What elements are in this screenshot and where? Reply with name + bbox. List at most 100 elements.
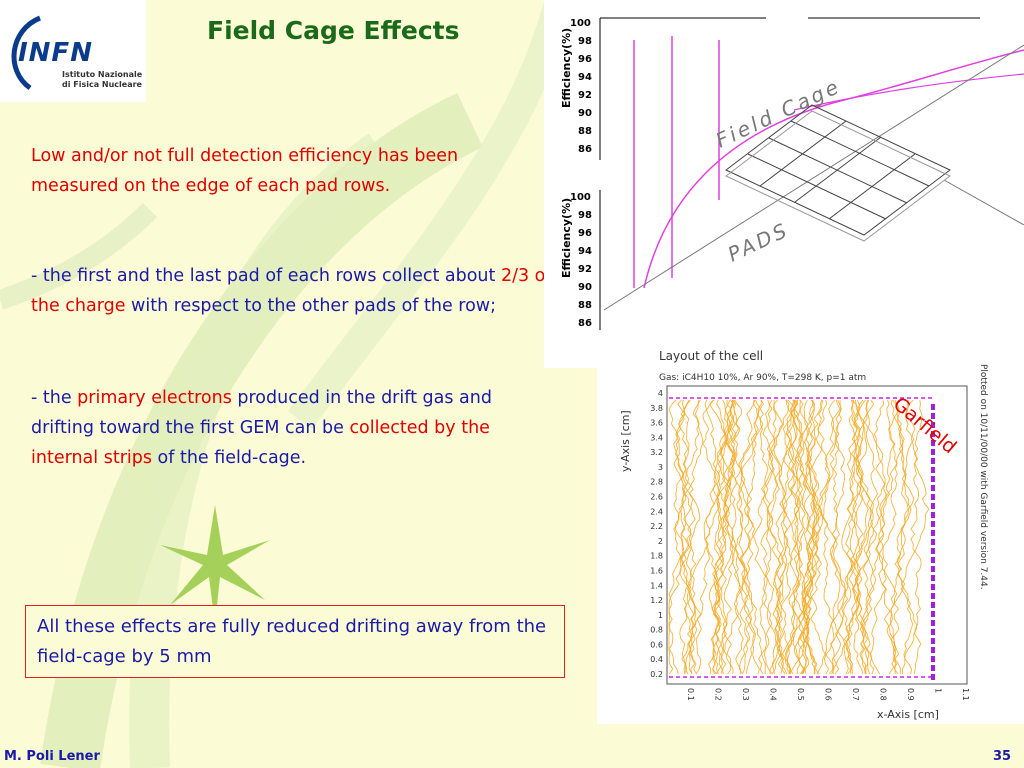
- p3-a: - the: [31, 388, 78, 408]
- tick: 90: [578, 108, 592, 119]
- paragraph-1-text: Low and/or not full detection efficiency…: [31, 146, 459, 196]
- drift-line: [910, 399, 923, 675]
- ytick-label: 3.8: [650, 404, 663, 413]
- strip: [931, 467, 935, 473]
- drift-line: [824, 400, 846, 675]
- tick: 100: [570, 192, 591, 203]
- xtick-label: 1: [934, 688, 943, 693]
- strip: [931, 431, 935, 437]
- eff-ylabel-1: Efficiency(%): [560, 28, 573, 108]
- tick: 90: [578, 282, 592, 293]
- tick: 88: [578, 300, 592, 311]
- ytick-label: 3.6: [650, 419, 663, 428]
- drift-line: [789, 399, 815, 675]
- ytick-label: 3: [658, 463, 663, 472]
- drift-line: [683, 399, 717, 675]
- xtick-label: 0.3: [741, 688, 750, 701]
- plot-yticks: 4 3.8 3.6 3.4 3.2 3 2.8 2.6 2.4 2.2 2 1.8 1.6 1.4 1.2 1…: [650, 389, 663, 679]
- drift-line: [752, 399, 771, 675]
- xtick-label: 0.8: [879, 688, 888, 701]
- strip: [931, 584, 935, 590]
- drift-line: [765, 399, 788, 675]
- tick: 88: [578, 126, 592, 137]
- drift-line: [799, 399, 817, 675]
- slide-title: Field Cage Effects: [207, 16, 460, 45]
- strip: [931, 629, 935, 635]
- strip: [931, 503, 935, 509]
- tick: 92: [578, 264, 592, 275]
- strip: [931, 665, 935, 671]
- ytick-label: 0.2: [650, 670, 663, 679]
- drift-line: [740, 399, 777, 675]
- tick: 98: [578, 210, 592, 221]
- drift-line: [886, 399, 930, 675]
- drift-line: [787, 399, 820, 675]
- xtick-label: 0.1: [686, 688, 695, 701]
- drift-line: [873, 399, 900, 675]
- drift-line: [762, 399, 788, 675]
- logo-line-1: Istituto Nazionale: [62, 70, 143, 79]
- drift-line: [786, 399, 805, 675]
- p2-highlight: 2/3 of the charge: [31, 266, 552, 316]
- strip: [931, 656, 935, 662]
- drift-line: [857, 399, 886, 675]
- drift-line: [723, 399, 749, 675]
- ytick-label: 0.8: [650, 626, 663, 635]
- ytick-label: 3.2: [650, 448, 663, 457]
- xtick-label: 0.5: [796, 688, 805, 701]
- ytick-label: 1.4: [650, 581, 663, 590]
- tick: 94: [578, 246, 592, 257]
- paragraph-2: - the first and the last pad of each row…: [31, 261, 571, 321]
- drift-line: [734, 399, 764, 675]
- drift-line: [674, 399, 702, 675]
- drift-line: [828, 399, 846, 675]
- logo-line-2: di Fisica Nucleare: [62, 80, 142, 89]
- ytick-label: 1: [658, 611, 663, 620]
- drift-line: [734, 399, 762, 675]
- tick: 92: [578, 90, 592, 101]
- strip: [931, 440, 935, 446]
- drift-line: [715, 399, 755, 675]
- tick: 96: [578, 228, 592, 239]
- drift-line: [726, 399, 755, 675]
- drift-line: [869, 399, 900, 675]
- drift-line: [740, 399, 777, 675]
- garfield-cell-plot: Layout of the cell Gas: iC4H10 10%, Ar 9…: [597, 342, 1024, 724]
- field-cage-strips: [931, 404, 935, 680]
- ytick-label: 0.6: [650, 640, 663, 649]
- strip: [931, 602, 935, 608]
- tick: 86: [578, 318, 592, 329]
- strip: [931, 494, 935, 500]
- strip: [931, 647, 935, 653]
- strip: [931, 413, 935, 419]
- xtick-label: 1.1: [961, 688, 970, 701]
- tick: 94: [578, 72, 592, 83]
- xtick-label: 0.4: [769, 688, 778, 701]
- drift-line: [668, 399, 687, 675]
- strip: [931, 566, 935, 572]
- ytick-label: 3.4: [650, 433, 663, 442]
- tick: 98: [578, 36, 592, 47]
- paragraph-3: - the primary electrons produced in the …: [31, 383, 551, 473]
- drift-lines: [668, 399, 930, 675]
- drift-line: [668, 399, 715, 675]
- handwritten-field-cage: Field Cage: [712, 74, 845, 153]
- tick: 96: [578, 54, 592, 65]
- strip: [931, 674, 935, 680]
- plot-ylabel: y-Axis [cm]: [619, 410, 632, 472]
- strip: [931, 548, 935, 554]
- strip: [931, 611, 935, 617]
- drift-line: [894, 399, 917, 675]
- infn-logo: INFN Istituto Nazionale di Fisica Nuclea…: [0, 0, 146, 102]
- drift-line: [799, 399, 826, 675]
- p3-highlight-1: primary electrons: [77, 388, 232, 408]
- drift-line: [716, 399, 735, 675]
- ytick-label: 1.2: [650, 596, 663, 605]
- p3-c: produced in the drift gas and drifting t…: [31, 388, 492, 438]
- sparkle-icon: [160, 505, 270, 625]
- ytick-label: 0.4: [650, 655, 663, 664]
- ytick-label: 1.6: [650, 566, 663, 575]
- plot-xlabel: x-Axis [cm]: [877, 708, 939, 721]
- page-number: 35: [993, 749, 1012, 764]
- strip: [931, 638, 935, 644]
